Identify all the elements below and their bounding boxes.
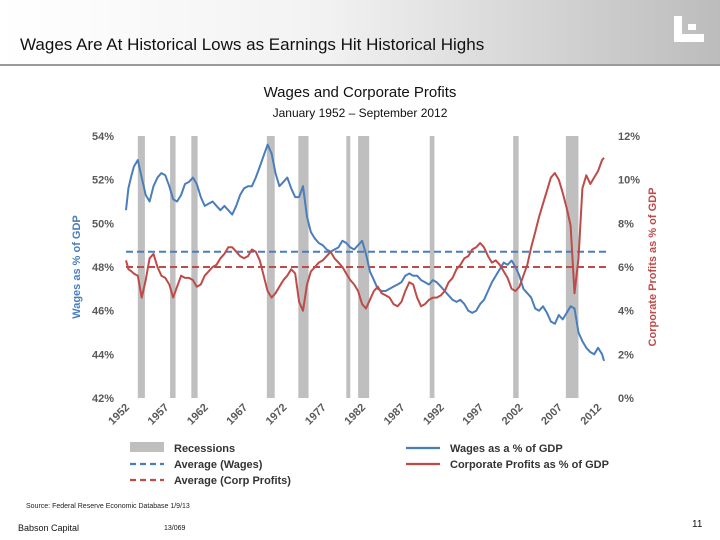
header-divider: [0, 64, 720, 66]
y-tick-left: 48%: [92, 262, 114, 274]
source-note: Source: Federal Reserve Economic Databas…: [26, 503, 190, 510]
legend-item: Corporate Profits as % of GDP: [406, 459, 609, 471]
x-tick-label: 1957: [146, 402, 172, 428]
legend-item: Wages as a % of GDP: [406, 443, 563, 455]
logo-block: [688, 24, 696, 30]
wages-profits-chart: 42% 44% 46% 48% 50% 52% 54% 0% 2% 4% 6% 8% 10% 12% 195…: [71, 131, 659, 487]
legend-label: Corporate Profits as % of GDP: [450, 459, 609, 471]
document-reference: 13/069: [164, 525, 186, 532]
page-title: Wages Are At Historical Lows as Earnings…: [20, 35, 485, 54]
profits-series-line: [125, 157, 605, 312]
legend-item: Average (Wages): [130, 459, 263, 471]
x-tick-label: 2002: [500, 402, 526, 428]
chart-subtitle: January 1952 – September 2012: [272, 106, 448, 120]
y-axis-title-right: Corporate Profits as % of GDP: [647, 188, 659, 347]
y-tick-right: 10%: [618, 175, 640, 187]
logo-bar-bottom: [674, 34, 704, 42]
header-bar: Wages Are At Historical Lows as Earnings…: [0, 0, 720, 64]
x-tick-label: 2012: [578, 402, 604, 428]
x-tick-label: 1967: [224, 402, 250, 428]
x-tick-label: 1962: [185, 402, 211, 428]
page-number: 11: [692, 519, 703, 530]
wages-series-line: [125, 143, 605, 362]
x-tick-label: 1952: [106, 402, 132, 428]
legend-label: Average (Wages): [174, 459, 263, 471]
x-tick-label: 1972: [264, 402, 290, 428]
legend-item: Recessions: [130, 442, 235, 455]
legend-label: Recessions: [174, 443, 235, 455]
y-tick-left: 42%: [92, 393, 114, 405]
y-tick-right: 8%: [618, 218, 634, 230]
x-tick-label: 1997: [460, 402, 486, 428]
x-tick-label: 1987: [382, 402, 408, 428]
y-tick-right: 4%: [618, 306, 634, 318]
x-tick-label: 1977: [303, 402, 329, 428]
y-tick-left: 46%: [92, 306, 114, 318]
legend-label: Wages as a % of GDP: [450, 443, 563, 455]
babson-logo-icon: [674, 16, 704, 42]
chart-title: Wages and Corporate Profits: [263, 84, 457, 101]
y-tick-left: 52%: [92, 175, 114, 187]
recession-bar: [429, 136, 435, 398]
y-tick-left: 44%: [92, 349, 114, 361]
legend-item: Average (Corp Profits): [130, 475, 291, 487]
legend-swatch: [130, 442, 164, 452]
y-tick-right: 2%: [618, 349, 634, 361]
y-tick-right: 6%: [618, 262, 634, 274]
x-tick-label: 2007: [539, 402, 565, 428]
y-tick-right: 0%: [618, 393, 634, 405]
y-tick-left: 50%: [92, 218, 114, 230]
y-tick-right: 12%: [618, 131, 640, 143]
x-tick-label: 1992: [421, 402, 447, 428]
legend-label: Average (Corp Profits): [174, 475, 291, 487]
company-name: Babson Capital: [18, 523, 80, 533]
y-axis-title-left: Wages as % of GDP: [71, 215, 83, 319]
logo-bar-left: [674, 16, 682, 34]
y-tick-left: 54%: [92, 131, 114, 143]
x-tick-label: 1982: [342, 402, 368, 428]
